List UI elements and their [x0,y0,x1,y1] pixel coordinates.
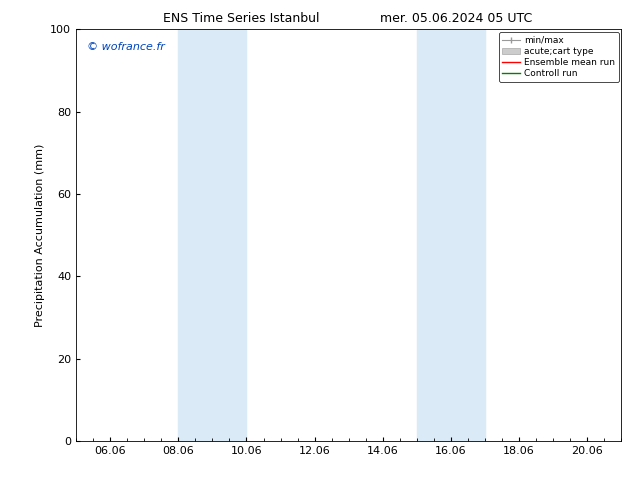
Text: mer. 05.06.2024 05 UTC: mer. 05.06.2024 05 UTC [380,12,533,25]
Legend: min/max, acute;cart type, Ensemble mean run, Controll run: min/max, acute;cart type, Ensemble mean … [499,32,619,82]
Bar [178,29,247,441]
Text: ENS Time Series Istanbul: ENS Time Series Istanbul [163,12,319,25]
Bar [417,29,485,441]
Text: © wofrance.fr: © wofrance.fr [87,42,165,52]
Y-axis label: Precipitation Accumulation (mm): Precipitation Accumulation (mm) [35,144,44,327]
